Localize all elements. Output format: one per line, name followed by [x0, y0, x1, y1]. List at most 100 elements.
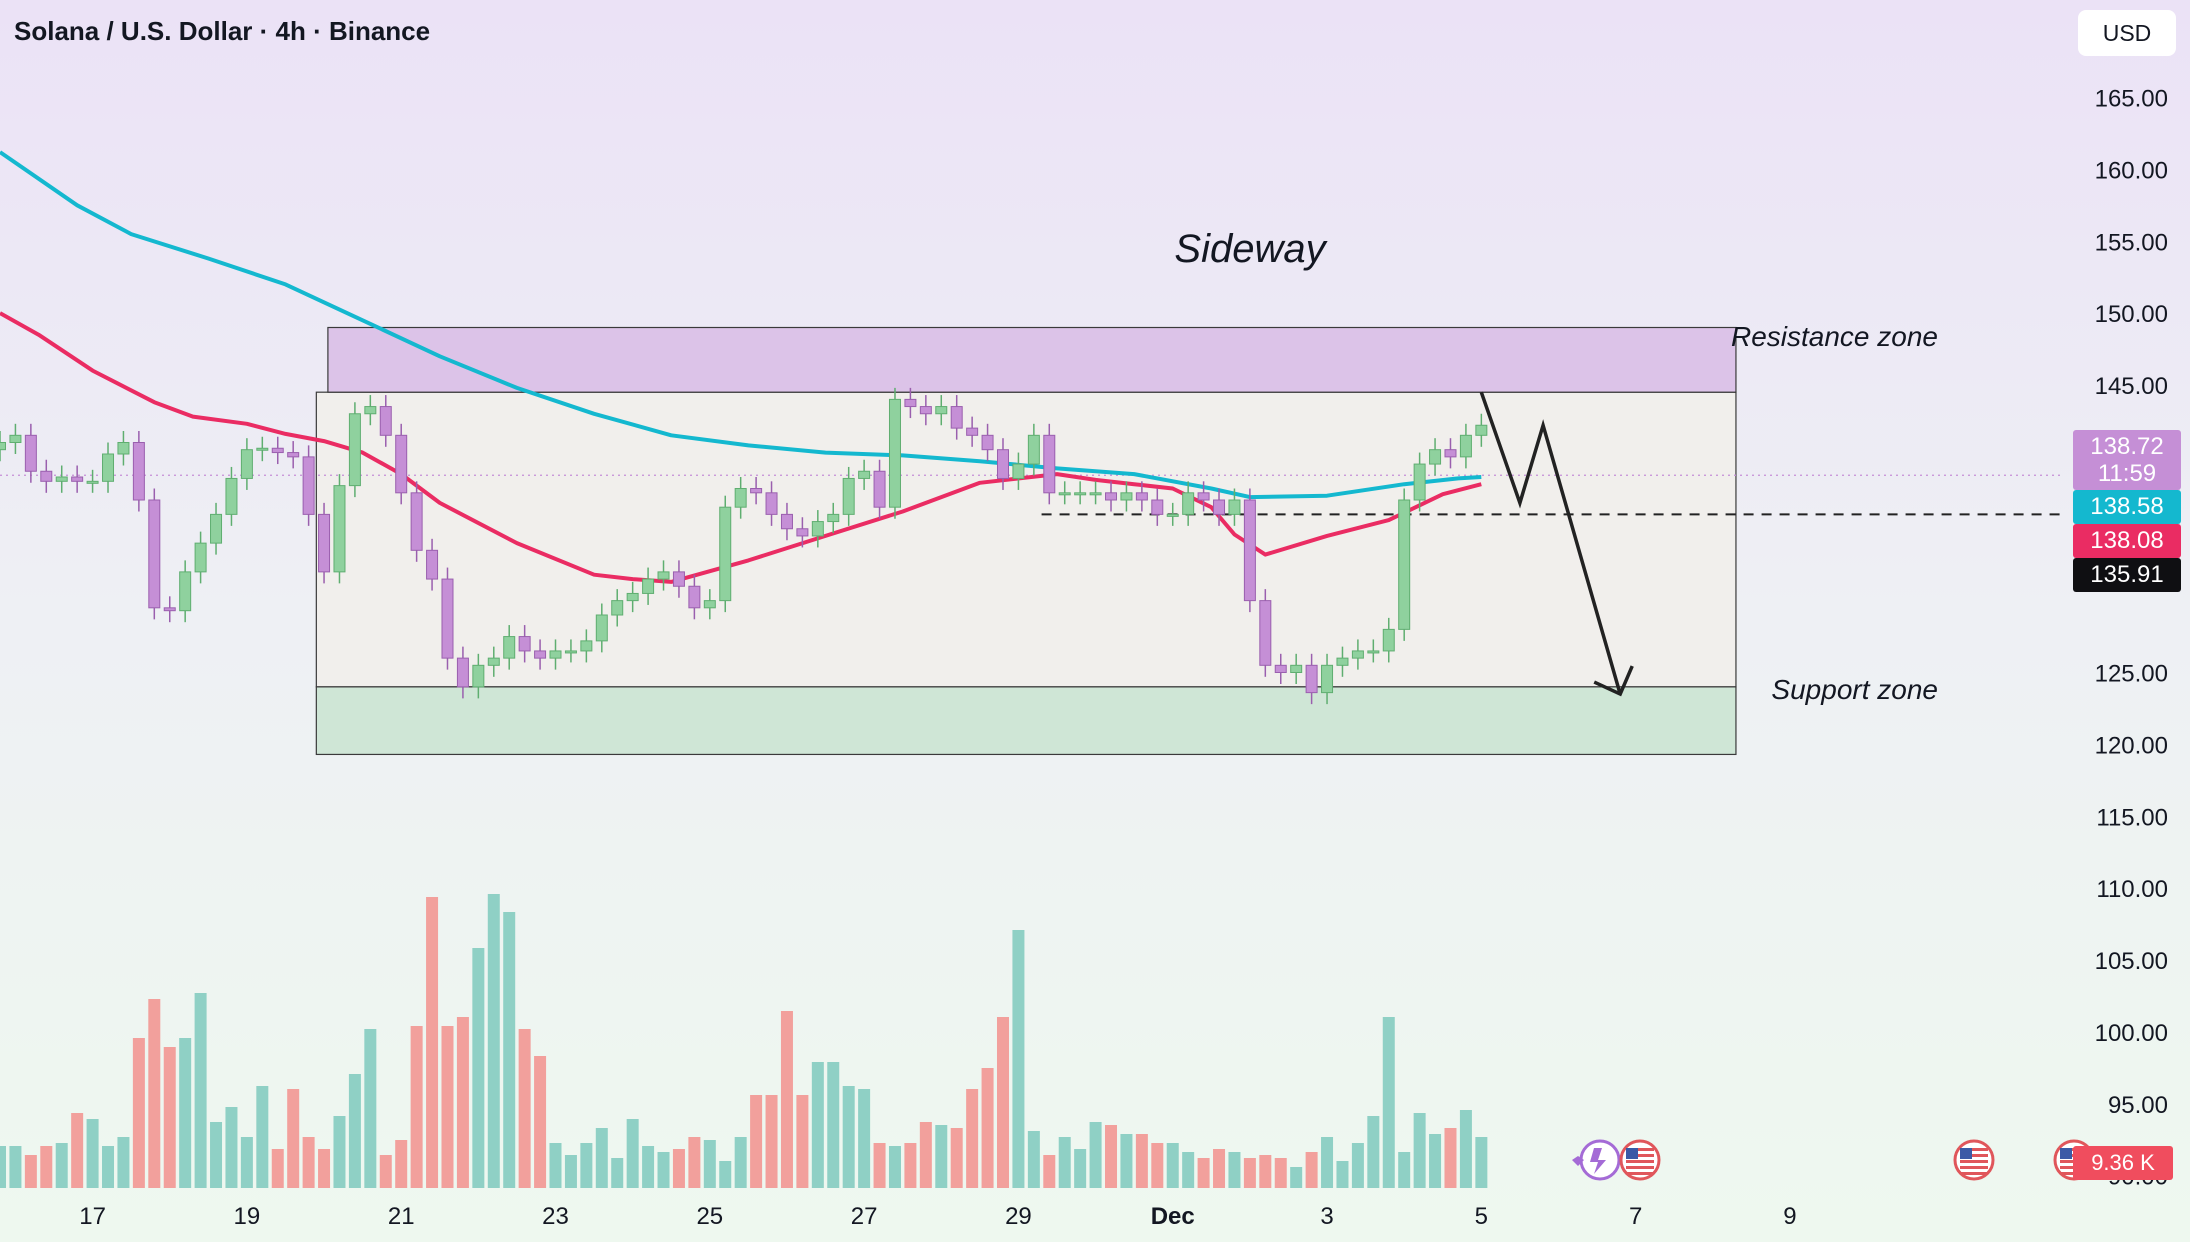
volume-bar	[595, 1128, 608, 1188]
volume-bar	[703, 1140, 716, 1188]
sparkle-glyph	[1572, 1156, 1584, 1166]
flag-stripe	[1960, 1172, 1988, 1175]
volume-bar	[518, 1029, 531, 1188]
x-axis[interactable]: 17 19 21 23 25 27 29 Dec 3 5 7 9	[79, 1203, 1796, 1230]
candle	[271, 447, 284, 454]
candle	[9, 434, 22, 443]
candle	[210, 513, 223, 544]
candle	[487, 657, 500, 666]
candle	[1197, 492, 1210, 501]
volume-bar	[904, 1143, 917, 1188]
candle	[981, 434, 994, 451]
volume-bar	[240, 1137, 253, 1188]
volume-bar	[873, 1143, 886, 1188]
candle	[1074, 492, 1087, 496]
volume-bar	[86, 1119, 99, 1188]
candle	[1336, 657, 1349, 666]
volume-bar	[534, 1056, 547, 1188]
volume-bar	[1012, 930, 1025, 1188]
flag-stripe	[1960, 1166, 1988, 1169]
candle	[534, 650, 547, 659]
volume-bar	[719, 1161, 732, 1188]
volume-bar	[827, 1062, 840, 1188]
candle	[117, 442, 130, 455]
volume-bar	[271, 1149, 284, 1188]
candle	[1413, 463, 1426, 501]
candle	[611, 600, 624, 616]
flag-stripe	[1626, 1160, 1654, 1163]
candle	[225, 477, 238, 515]
volume-bar	[441, 1026, 454, 1188]
flag-stripe	[1626, 1154, 1654, 1157]
y-tick-label: 150.00	[2095, 301, 2168, 328]
volume-bar	[102, 1146, 115, 1188]
y-tick-label: 95.00	[2108, 1092, 2168, 1119]
candle	[287, 452, 300, 458]
volume-bar	[333, 1116, 346, 1188]
candle	[657, 571, 670, 580]
volume-bar	[1027, 1131, 1040, 1188]
volume-bar	[1043, 1155, 1056, 1188]
x-tick-label: 17	[79, 1203, 106, 1230]
symbol-title[interactable]: Solana / U.S. Dollar · 4h · Binance	[14, 16, 431, 46]
candle	[1243, 499, 1256, 602]
candle	[302, 456, 315, 515]
candle	[348, 413, 361, 487]
volume-bar	[40, 1146, 53, 1188]
volume-bar	[225, 1107, 238, 1188]
volume-bar	[318, 1149, 331, 1188]
volume-bar	[657, 1152, 670, 1188]
volume-bar	[1243, 1158, 1256, 1188]
candle	[410, 492, 423, 551]
countdown-timer: 11:59	[2097, 460, 2157, 487]
candle	[1089, 492, 1102, 496]
volume-bar	[287, 1089, 300, 1188]
candle	[1305, 664, 1318, 694]
volume-bar	[1058, 1137, 1071, 1188]
candle	[888, 398, 901, 508]
volume-bar	[1228, 1152, 1241, 1188]
volume-bar	[472, 948, 485, 1188]
volume-bar	[642, 1146, 655, 1188]
lightning-glyph	[1590, 1148, 1606, 1174]
x-tick-label: Dec	[1151, 1203, 1195, 1230]
candle	[1274, 664, 1287, 673]
flag-stripe	[1626, 1172, 1654, 1175]
y-axis[interactable]: 165.00160.00155.00150.00145.00140.00125.…	[2095, 86, 2168, 1191]
candle	[765, 492, 778, 515]
candle	[842, 477, 855, 515]
flag-stripe	[1626, 1166, 1654, 1169]
volume-bar	[426, 897, 439, 1188]
x-tick-label: 9	[1783, 1203, 1796, 1230]
candle	[1151, 499, 1164, 515]
candle	[642, 578, 655, 594]
candle	[734, 488, 747, 508]
volume-bar	[1182, 1152, 1195, 1188]
current-price-value: 138.72	[2090, 433, 2164, 460]
projection-arrowhead	[1593, 665, 1634, 697]
y-tick-label: 155.00	[2095, 229, 2168, 256]
volume-bar	[765, 1095, 778, 1188]
candle	[518, 636, 531, 652]
y-tick-label: 165.00	[2095, 86, 2168, 113]
volume-bar	[117, 1137, 130, 1188]
candle	[1012, 463, 1025, 479]
volume-bar	[256, 1086, 269, 1188]
support-zone	[315, 686, 1737, 756]
volume-bar	[672, 1149, 685, 1188]
volume-bar	[1475, 1137, 1488, 1188]
candle	[1213, 499, 1226, 515]
volume-bar	[1336, 1161, 1349, 1188]
candle	[919, 406, 932, 415]
candle	[549, 650, 562, 659]
flag-canton	[1626, 1148, 1638, 1159]
volume-bar	[580, 1143, 593, 1188]
currency-button[interactable]: USD	[2078, 10, 2176, 56]
candle	[1475, 424, 1488, 436]
candle	[503, 636, 516, 659]
volume-bar	[1321, 1137, 1334, 1188]
grid-layer	[0, 474, 2060, 516]
volume-bar	[750, 1095, 763, 1188]
candle	[1228, 499, 1241, 515]
